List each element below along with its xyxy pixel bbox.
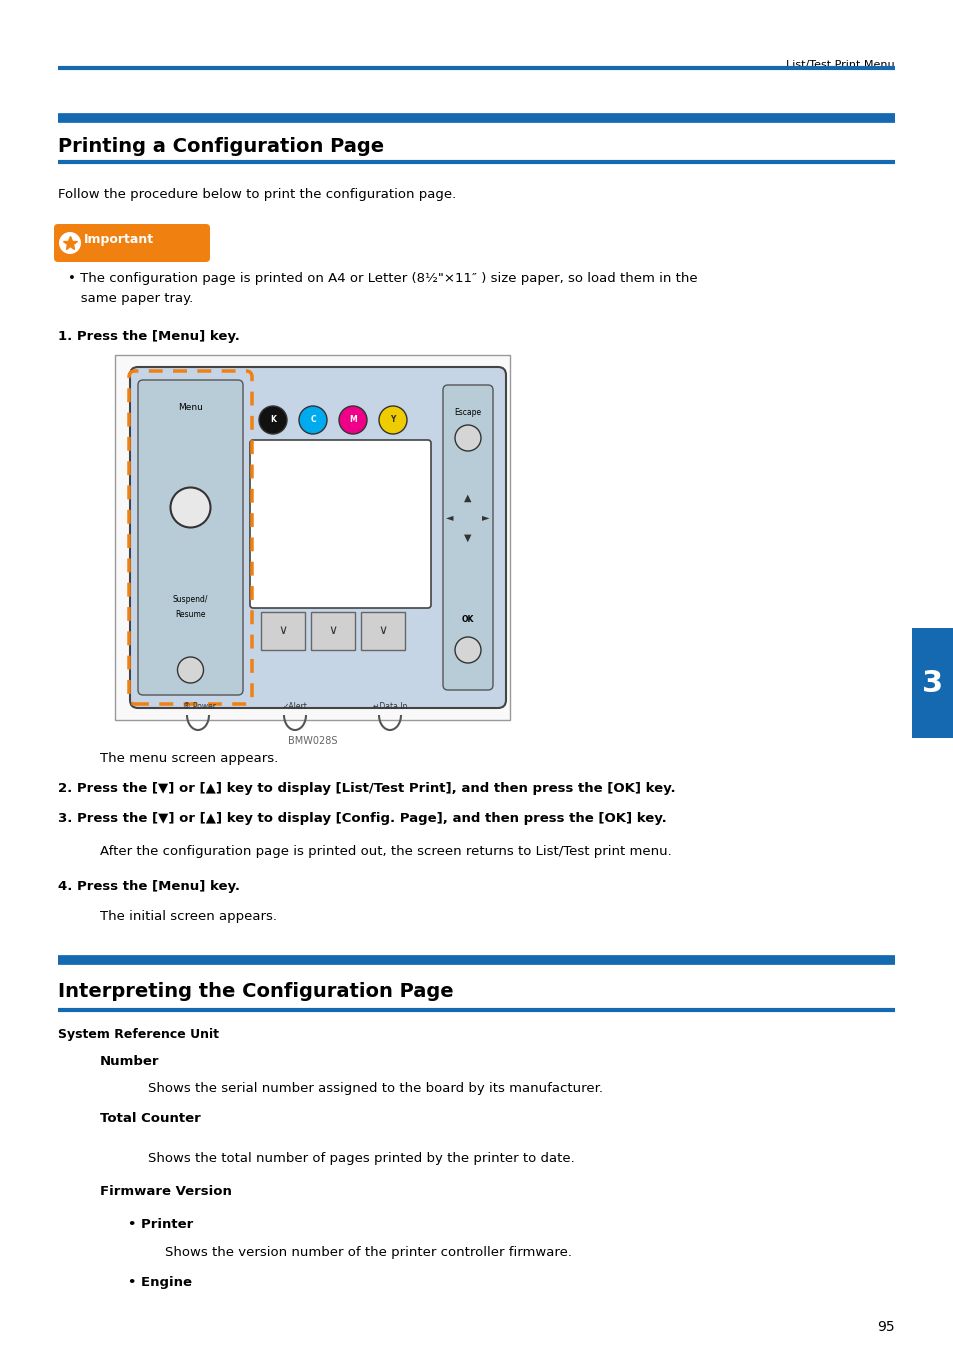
FancyBboxPatch shape [442, 385, 493, 691]
Text: 3: 3 [922, 669, 943, 697]
Text: 1. Press the [Menu] key.: 1. Press the [Menu] key. [58, 330, 239, 343]
Text: • Engine: • Engine [128, 1275, 192, 1289]
Text: List/Test Print Menu: List/Test Print Menu [785, 60, 894, 70]
FancyBboxPatch shape [138, 380, 243, 695]
Circle shape [258, 406, 287, 435]
FancyBboxPatch shape [54, 223, 210, 263]
Text: ∨: ∨ [378, 624, 387, 638]
Text: • Printer: • Printer [128, 1219, 193, 1231]
Text: 3. Press the [▼] or [▲] key to display [Config. Page], and then press the [OK] k: 3. Press the [▼] or [▲] key to display [… [58, 812, 666, 825]
Text: Resume: Resume [175, 611, 206, 619]
Text: Important: Important [84, 233, 154, 245]
Text: ® Power: ® Power [183, 701, 216, 711]
Circle shape [298, 406, 327, 435]
Circle shape [378, 406, 407, 435]
Text: 95: 95 [877, 1320, 894, 1334]
Text: The menu screen appears.: The menu screen appears. [100, 751, 278, 765]
Text: ✓Alert: ✓Alert [282, 701, 307, 711]
Text: Shows the version number of the printer controller firmware.: Shows the version number of the printer … [165, 1246, 572, 1259]
Text: ►: ► [482, 513, 489, 523]
Text: Printing a Configuration Page: Printing a Configuration Page [58, 137, 384, 156]
Circle shape [171, 487, 211, 528]
Text: System Reference Unit: System Reference Unit [58, 1028, 219, 1041]
Text: Total Counter: Total Counter [100, 1112, 200, 1125]
Text: Interpreting the Configuration Page: Interpreting the Configuration Page [58, 982, 453, 1001]
Text: Shows the total number of pages printed by the printer to date.: Shows the total number of pages printed … [148, 1152, 574, 1164]
Text: Y: Y [390, 416, 395, 425]
Bar [911, 628, 953, 738]
Text: ◄: ◄ [446, 513, 454, 523]
Text: 4. Press the [Menu] key.: 4. Press the [Menu] key. [58, 880, 240, 894]
Text: • The configuration page is printed on A4 or Letter (8½"×11″ ) size paper, so lo: • The configuration page is printed on A… [68, 272, 697, 284]
Text: BMW028S: BMW028S [288, 737, 337, 746]
Circle shape [338, 406, 367, 435]
Bar [360, 612, 405, 650]
Bar [311, 612, 355, 650]
Text: OK: OK [461, 615, 474, 624]
FancyBboxPatch shape [250, 440, 431, 608]
Text: same paper tray.: same paper tray. [68, 292, 193, 305]
Text: Menu: Menu [178, 403, 203, 412]
Text: Follow the procedure below to print the configuration page.: Follow the procedure below to print the … [58, 188, 456, 200]
Text: Suspend/: Suspend/ [172, 594, 208, 604]
Text: The initial screen appears.: The initial screen appears. [100, 910, 276, 923]
Text: Escape: Escape [454, 408, 481, 417]
Text: C: C [310, 416, 315, 425]
Text: K: K [270, 416, 275, 425]
Text: Firmware Version: Firmware Version [100, 1185, 232, 1198]
Circle shape [455, 425, 480, 451]
Circle shape [177, 657, 203, 682]
Text: ▲: ▲ [464, 493, 471, 502]
Text: After the configuration page is printed out, the screen returns to List/Test pri: After the configuration page is printed … [100, 845, 671, 858]
Text: Number: Number [100, 1055, 159, 1068]
Text: ↵Data In: ↵Data In [373, 701, 407, 711]
FancyBboxPatch shape [130, 367, 505, 708]
Circle shape [455, 636, 480, 663]
Circle shape [59, 232, 81, 255]
Text: Shows the serial number assigned to the board by its manufacturer.: Shows the serial number assigned to the … [148, 1082, 602, 1095]
Text: 2. Press the [▼] or [▲] key to display [List/Test Print], and then press the [OK: 2. Press the [▼] or [▲] key to display [… [58, 783, 675, 795]
Text: ▼: ▼ [464, 532, 471, 543]
Text: M: M [349, 416, 356, 425]
Text: ∨: ∨ [328, 624, 337, 638]
Bar [261, 612, 305, 650]
Bar [115, 355, 510, 720]
Text: ∨: ∨ [278, 624, 287, 638]
